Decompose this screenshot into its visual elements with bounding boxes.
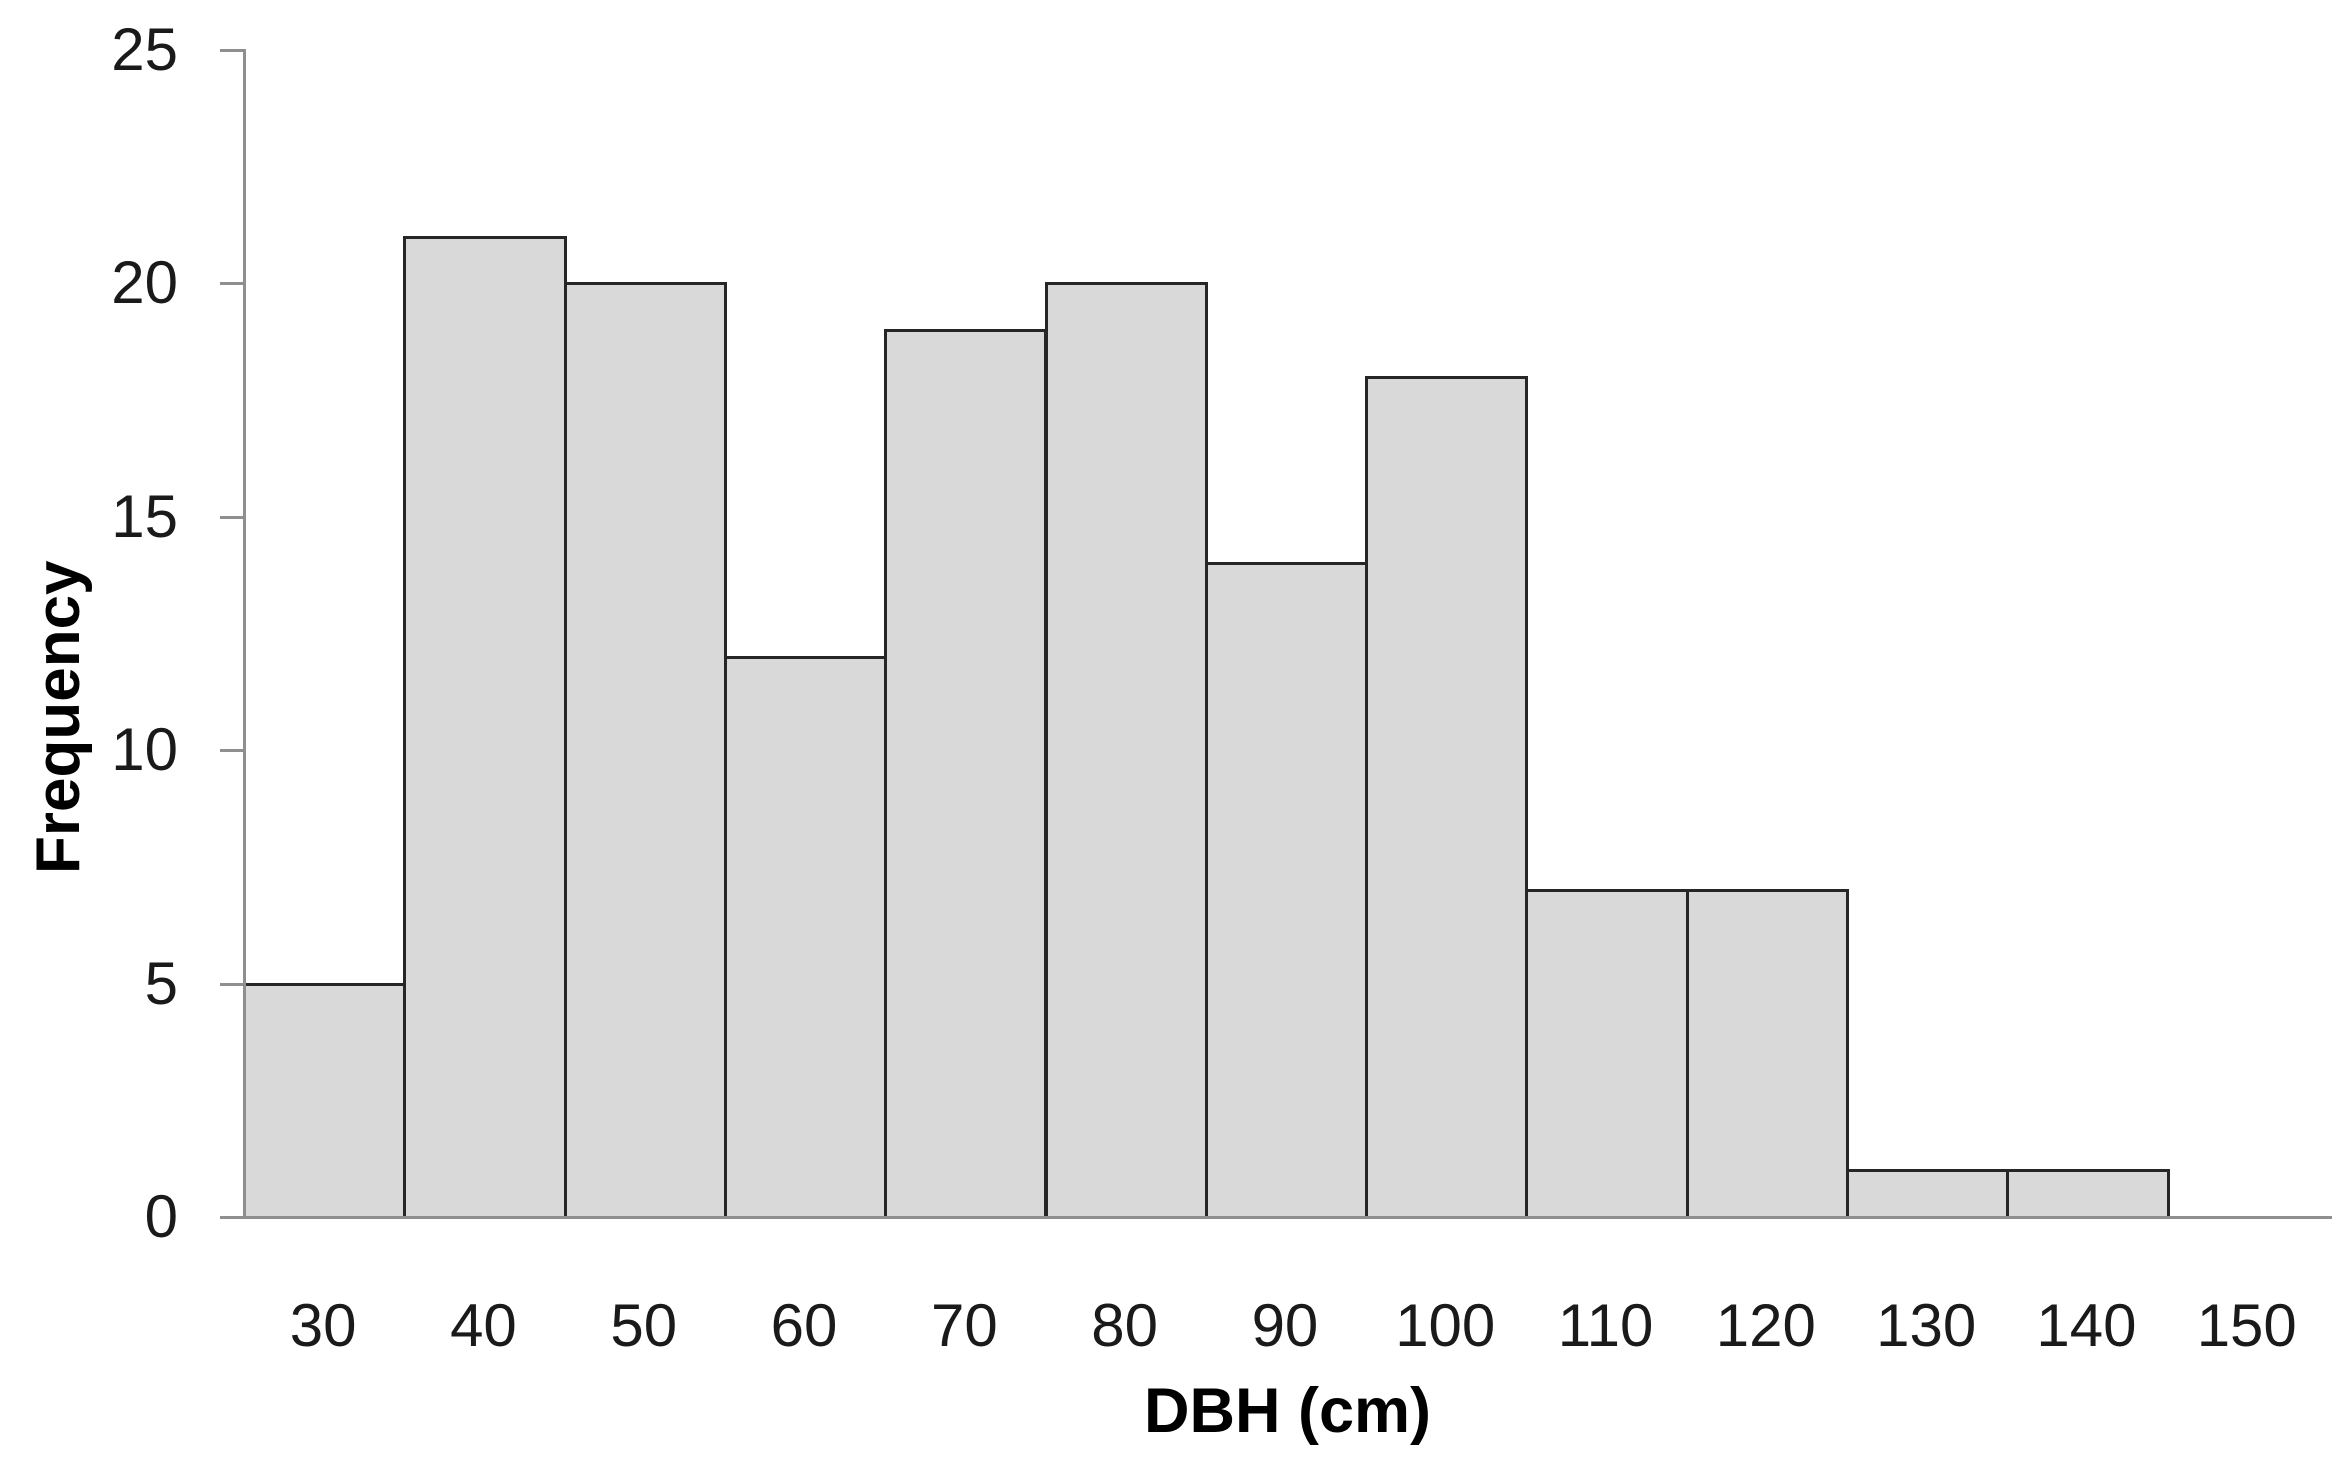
y-tick-label: 15 [111, 482, 178, 550]
x-axis-line [243, 1216, 2332, 1219]
y-tick-label: 20 [111, 249, 178, 317]
x-tick-label: 60 [770, 1292, 838, 1359]
y-axis-tick [220, 1216, 243, 1219]
histogram-bar [1044, 282, 1208, 1216]
y-axis-tick [220, 515, 243, 519]
y-tick-label: 25 [111, 16, 178, 83]
x-tick-label: 50 [610, 1292, 678, 1359]
y-axis-title: Frequency [24, 560, 93, 874]
histogram-bar [1846, 1169, 2010, 1216]
histogram-bar [723, 655, 888, 1216]
x-tick-label: 30 [289, 1292, 357, 1359]
x-tick-label: 130 [1876, 1292, 1977, 1359]
histogram-bar [563, 282, 727, 1216]
x-tick-label: 100 [1395, 1292, 1496, 1359]
x-tick-label: 40 [450, 1292, 517, 1359]
histogram-bar [243, 982, 407, 1216]
x-tick-label: 90 [1251, 1292, 1319, 1359]
histogram-bar [884, 329, 1048, 1216]
histogram-bar [1204, 562, 1369, 1216]
x-axis-title: DBH (cm) [1143, 1376, 1431, 1446]
y-axis-line [243, 49, 246, 1219]
histogram-bar [1685, 889, 1849, 1216]
x-tick-label: 80 [1091, 1292, 1159, 1359]
y-tick-label: 5 [144, 949, 178, 1017]
histogram-bar [1365, 375, 1529, 1216]
x-tick-label: 110 [1557, 1292, 1654, 1359]
y-tick-label: 0 [144, 1183, 178, 1250]
y-axis-tick [220, 282, 243, 286]
histogram-bar [2006, 1169, 2170, 1216]
y-axis-tick [220, 982, 243, 986]
x-tick-label: 140 [2036, 1292, 2137, 1359]
y-axis-tick [220, 749, 243, 753]
x-tick-label: 70 [930, 1292, 998, 1359]
y-axis-tick [220, 49, 243, 52]
y-tick-label: 10 [111, 716, 178, 784]
x-tick-label: 120 [1715, 1292, 1816, 1359]
histogram-bar [403, 235, 567, 1216]
x-tick-label: 150 [2196, 1292, 2297, 1359]
histogram-bar [1525, 889, 1689, 1216]
